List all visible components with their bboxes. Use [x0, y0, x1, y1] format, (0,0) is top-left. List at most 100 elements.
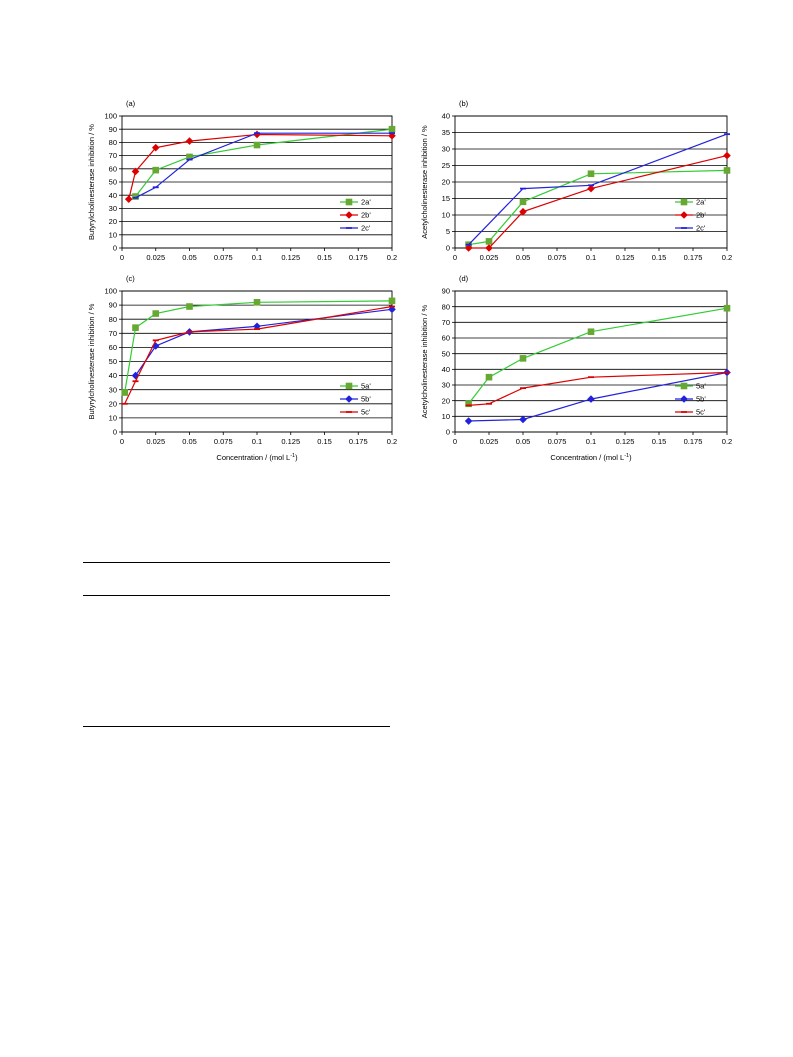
y-tick-label: 30 — [109, 204, 117, 213]
data-point — [121, 389, 128, 396]
data-point — [485, 238, 493, 245]
data-point — [587, 170, 595, 178]
y-tick-label: 0 — [446, 428, 450, 437]
plot-area — [121, 115, 393, 249]
y-axis-label: Butyrylcholinesterase inhibition / % — [87, 124, 96, 240]
data-point — [465, 400, 472, 408]
legend-label: 5b' — [696, 395, 706, 404]
x-tick-label: 0.025 — [480, 437, 499, 446]
data-point — [464, 417, 473, 425]
data-point — [519, 415, 527, 424]
x-tick-label: 0.15 — [317, 437, 332, 446]
x-tick-label: 0 — [120, 253, 124, 262]
x-tick-label: 0.175 — [684, 253, 703, 262]
data-point — [253, 130, 261, 139]
x-axis-label-text: Concentration / (mol L — [216, 453, 290, 462]
x-axis-label-close: ) — [629, 453, 632, 462]
chart-panel: 0 10 20 30 40 50 60 70 80 90 100 0 0.025 0.05 0.075 0.1… — [87, 274, 397, 462]
y-tick-label: 80 — [442, 302, 450, 311]
plot-area — [454, 290, 728, 433]
y-tick-label: 60 — [442, 334, 450, 343]
y-axis-label: Acetylcholinesterase inhibition / % — [420, 125, 429, 239]
legend-label: 5b' — [361, 395, 371, 404]
y-tick-label: 40 — [442, 365, 450, 374]
plot-area — [454, 115, 728, 249]
panel-label: (d) — [459, 274, 469, 283]
data-point — [253, 322, 261, 331]
x-tick-label: 0.075 — [548, 253, 567, 262]
legend-label: 5a' — [361, 382, 371, 391]
legend-marker — [680, 198, 688, 206]
series-line — [124, 300, 393, 393]
x-tick-label: 0.1 — [252, 253, 262, 262]
chart-panel: 0 10 20 30 40 50 60 70 80 90 0 0.025 0.05 0.075 0.1 0.1… — [420, 274, 732, 462]
y-tick-label: 25 — [442, 161, 450, 170]
data-point — [152, 310, 160, 317]
y-tick-label: 80 — [109, 138, 117, 147]
data-point — [132, 324, 139, 331]
x-tick-label: 0.125 — [281, 437, 300, 446]
y-tick-label: 40 — [442, 112, 450, 121]
data-point — [185, 137, 194, 145]
series-line — [468, 133, 728, 246]
x-tick-label: 0 — [120, 437, 124, 446]
x-tick-label: 0.2 — [387, 253, 397, 262]
legend-label: 5a' — [696, 382, 706, 391]
legend-marker — [345, 395, 353, 403]
data-point — [388, 297, 396, 305]
y-tick-label: 0 — [113, 244, 117, 253]
y-tick-label: 100 — [104, 287, 117, 296]
legend-label: 2b' — [361, 211, 371, 220]
y-tick-label: 60 — [109, 164, 117, 173]
x-tick-label: 0.1 — [586, 253, 596, 262]
x-tick-label: 0.2 — [722, 253, 732, 262]
x-tick-label: 0.075 — [214, 253, 233, 262]
data-point — [132, 193, 139, 200]
plot-area — [121, 290, 393, 433]
legend-label: 2c' — [361, 224, 371, 233]
table-bottom-rule — [83, 726, 390, 727]
y-tick-label: 20 — [109, 217, 117, 226]
data-point — [388, 125, 396, 133]
x-tick-label: 0.15 — [317, 253, 332, 262]
x-tick-label: 0.025 — [146, 253, 165, 262]
y-tick-label: 90 — [109, 125, 117, 134]
legend-label: 5c' — [696, 408, 706, 417]
data-point — [485, 244, 493, 252]
legend-label: 5c' — [361, 408, 371, 417]
series-line — [135, 132, 392, 199]
series-line — [124, 305, 393, 405]
y-tick-label: 90 — [109, 301, 117, 310]
y-tick-label: 90 — [442, 287, 450, 296]
data-point — [151, 143, 160, 152]
x-tick-label: 0.2 — [722, 437, 732, 446]
y-tick-label: 80 — [109, 315, 117, 324]
data-point — [587, 328, 595, 336]
y-tick-label: 10 — [442, 211, 450, 220]
x-tick-label: 0.175 — [349, 253, 368, 262]
table-header-rule — [83, 595, 390, 596]
x-tick-label: 0 — [453, 253, 457, 262]
data-point — [723, 167, 731, 174]
x-tick-label: 0.05 — [182, 253, 197, 262]
x-tick-label: 0.1 — [586, 437, 596, 446]
y-tick-label: 50 — [109, 178, 117, 187]
x-tick-label: 0.025 — [146, 437, 165, 446]
y-tick-label: 70 — [109, 329, 117, 338]
x-tick-label: 0.15 — [652, 253, 667, 262]
data-point — [186, 303, 193, 310]
series-line — [468, 371, 728, 422]
x-axis-label-exponent: -1 — [290, 453, 295, 459]
x-tick-label: 0.1 — [252, 437, 262, 446]
legend-label: 2c' — [696, 224, 706, 233]
panel-label: (c) — [126, 274, 135, 283]
x-tick-label: 0.05 — [182, 437, 197, 446]
data-point — [519, 207, 527, 216]
legend-label: 2a' — [361, 198, 371, 207]
y-axis-label: Acetylcholinesterase inhibition / % — [420, 304, 429, 418]
table-top-rule — [83, 562, 390, 563]
x-tick-label: 0.025 — [480, 253, 499, 262]
y-axis-label: Butyrylcholinesterase inhibition / % — [87, 303, 96, 419]
x-tick-label: 0 — [453, 437, 457, 446]
